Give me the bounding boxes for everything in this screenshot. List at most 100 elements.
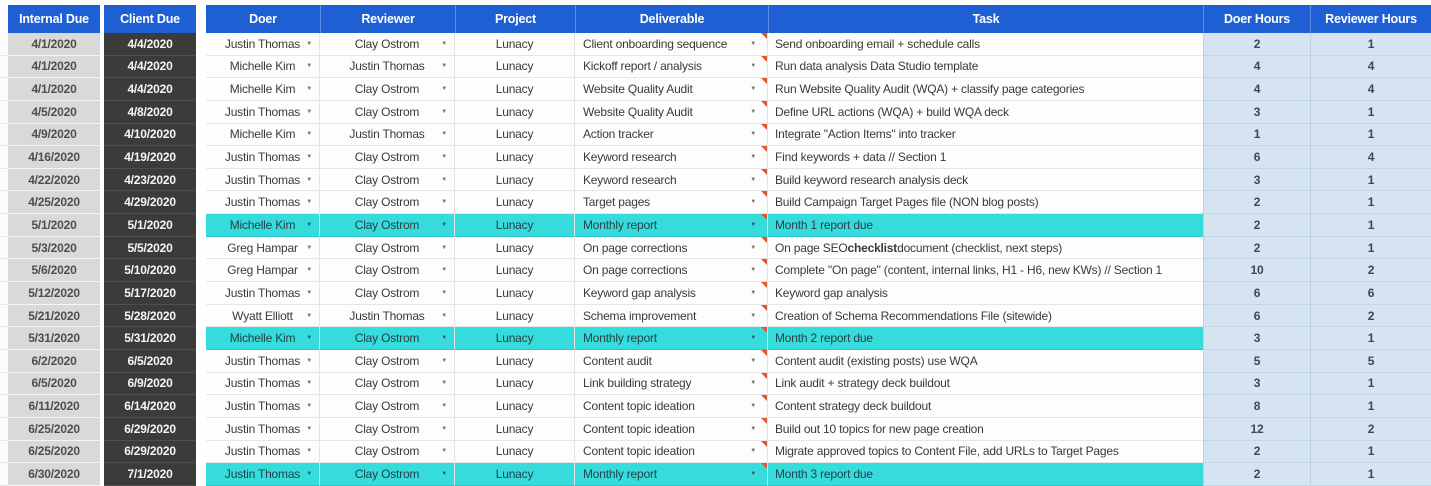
task-cell[interactable]: Complete "On page" (content, internal li… [768, 259, 1203, 283]
reviewer-cell[interactable]: Clay Ostrom ▼ [320, 349, 455, 373]
reviewer-hours-cell[interactable]: 1 [1310, 372, 1431, 396]
doer-hours-cell[interactable]: 6 [1203, 304, 1310, 328]
reviewer-hours-cell[interactable]: 1 [1310, 123, 1431, 147]
internal-due-cell[interactable]: 5/3/2020 [8, 236, 100, 260]
dropdown-arrow-icon[interactable]: ▼ [441, 335, 447, 342]
client-due-cell[interactable]: 5/31/2020 [104, 327, 196, 350]
reviewer-hours-cell[interactable]: 1 [1310, 440, 1431, 464]
task-cell[interactable]: Link audit + strategy deck buildout [768, 372, 1203, 396]
dropdown-arrow-icon[interactable]: ▼ [750, 244, 756, 251]
internal-due-cell[interactable]: 5/12/2020 [8, 282, 100, 305]
doer-cell[interactable]: Justin Thomas ▼ [206, 395, 320, 418]
dropdown-arrow-icon[interactable]: ▼ [306, 131, 312, 138]
dropdown-arrow-icon[interactable]: ▼ [441, 40, 447, 47]
internal-due-cell[interactable]: 4/5/2020 [8, 100, 100, 124]
dropdown-arrow-icon[interactable]: ▼ [441, 448, 447, 455]
column-header-internal-due[interactable]: Internal Due [8, 5, 100, 33]
reviewer-hours-cell[interactable]: 5 [1310, 349, 1431, 373]
internal-due-cell[interactable]: 4/16/2020 [8, 146, 100, 169]
project-cell[interactable]: Lunacy [455, 417, 575, 441]
dropdown-arrow-icon[interactable]: ▼ [441, 357, 447, 364]
doer-cell[interactable]: Justin Thomas ▼ [206, 463, 320, 486]
reviewer-cell[interactable]: Clay Ostrom ▼ [320, 259, 455, 283]
task-cell[interactable]: Run data analysis Data Studio template [768, 55, 1203, 79]
doer-hours-cell[interactable]: 2 [1203, 33, 1310, 56]
reviewer-cell[interactable]: Clay Ostrom ▼ [320, 236, 455, 260]
reviewer-hours-cell[interactable]: 2 [1310, 259, 1431, 283]
deliverable-cell[interactable]: Monthly report ▼ [575, 327, 768, 350]
dropdown-arrow-icon[interactable]: ▼ [750, 131, 756, 138]
reviewer-cell[interactable]: Clay Ostrom ▼ [320, 33, 455, 56]
client-due-cell[interactable]: 4/23/2020 [104, 168, 196, 192]
reviewer-hours-cell[interactable]: 1 [1310, 463, 1431, 486]
dropdown-arrow-icon[interactable]: ▼ [750, 425, 756, 432]
column-header-project[interactable]: Project [455, 5, 575, 33]
dropdown-arrow-icon[interactable]: ▼ [441, 470, 447, 477]
task-cell[interactable]: Month 3 report due [768, 463, 1203, 486]
project-cell[interactable]: Lunacy [455, 33, 575, 56]
task-cell[interactable]: Define URL actions (WQA) + build WQA dec… [768, 100, 1203, 124]
doer-hours-cell[interactable]: 12 [1203, 417, 1310, 441]
reviewer-cell[interactable]: Clay Ostrom ▼ [320, 168, 455, 192]
dropdown-arrow-icon[interactable]: ▼ [306, 199, 312, 206]
dropdown-arrow-icon[interactable]: ▼ [441, 403, 447, 410]
project-cell[interactable]: Lunacy [455, 304, 575, 328]
internal-due-cell[interactable]: 5/31/2020 [8, 327, 100, 350]
reviewer-cell[interactable]: Clay Ostrom ▼ [320, 463, 455, 486]
internal-due-cell[interactable]: 4/25/2020 [8, 191, 100, 215]
dropdown-arrow-icon[interactable]: ▼ [306, 221, 312, 228]
doer-hours-cell[interactable]: 2 [1203, 440, 1310, 464]
doer-cell[interactable]: Justin Thomas ▼ [206, 168, 320, 192]
dropdown-arrow-icon[interactable]: ▼ [750, 357, 756, 364]
dropdown-arrow-icon[interactable]: ▼ [306, 448, 312, 455]
dropdown-arrow-icon[interactable]: ▼ [441, 244, 447, 251]
column-header-client-due[interactable]: Client Due [104, 5, 196, 33]
client-due-cell[interactable]: 6/29/2020 [104, 440, 196, 464]
doer-cell[interactable]: Michelle Kim ▼ [206, 55, 320, 79]
deliverable-cell[interactable]: Content topic ideation ▼ [575, 417, 768, 441]
dropdown-arrow-icon[interactable]: ▼ [750, 63, 756, 70]
doer-cell[interactable]: Greg Hampar ▼ [206, 259, 320, 283]
reviewer-hours-cell[interactable]: 2 [1310, 417, 1431, 441]
client-due-cell[interactable]: 5/1/2020 [104, 214, 196, 237]
dropdown-arrow-icon[interactable]: ▼ [750, 267, 756, 274]
task-cell[interactable]: On page SEO checklist document (checklis… [768, 236, 1203, 260]
dropdown-arrow-icon[interactable]: ▼ [306, 470, 312, 477]
dropdown-arrow-icon[interactable]: ▼ [750, 154, 756, 161]
reviewer-cell[interactable]: Clay Ostrom ▼ [320, 440, 455, 464]
doer-hours-cell[interactable]: 5 [1203, 349, 1310, 373]
project-cell[interactable]: Lunacy [455, 55, 575, 79]
column-header-reviewer-hours[interactable]: Reviewer Hours [1310, 5, 1431, 33]
doer-cell[interactable]: Michelle Kim ▼ [206, 327, 320, 350]
dropdown-arrow-icon[interactable]: ▼ [306, 312, 312, 319]
doer-cell[interactable]: Justin Thomas ▼ [206, 372, 320, 396]
deliverable-cell[interactable]: Website Quality Audit ▼ [575, 100, 768, 124]
project-cell[interactable]: Lunacy [455, 146, 575, 169]
client-due-cell[interactable]: 5/28/2020 [104, 304, 196, 328]
doer-hours-cell[interactable]: 6 [1203, 146, 1310, 169]
reviewer-cell[interactable]: Clay Ostrom ▼ [320, 78, 455, 101]
internal-due-cell[interactable]: 4/1/2020 [8, 33, 100, 56]
reviewer-hours-cell[interactable]: 1 [1310, 168, 1431, 192]
dropdown-arrow-icon[interactable]: ▼ [441, 63, 447, 70]
project-cell[interactable]: Lunacy [455, 282, 575, 305]
client-due-cell[interactable]: 4/4/2020 [104, 33, 196, 56]
project-cell[interactable]: Lunacy [455, 327, 575, 350]
internal-due-cell[interactable]: 4/1/2020 [8, 78, 100, 101]
internal-due-cell[interactable]: 6/30/2020 [8, 463, 100, 486]
deliverable-cell[interactable]: Action tracker ▼ [575, 123, 768, 147]
task-cell[interactable]: Run Website Quality Audit (WQA) + classi… [768, 78, 1203, 101]
internal-due-cell[interactable]: 4/1/2020 [8, 55, 100, 79]
dropdown-arrow-icon[interactable]: ▼ [306, 403, 312, 410]
task-cell[interactable]: Build out 10 topics for new page creatio… [768, 417, 1203, 441]
deliverable-cell[interactable]: Target pages ▼ [575, 191, 768, 215]
dropdown-arrow-icon[interactable]: ▼ [441, 176, 447, 183]
reviewer-cell[interactable]: Clay Ostrom ▼ [320, 417, 455, 441]
reviewer-cell[interactable]: Clay Ostrom ▼ [320, 327, 455, 350]
dropdown-arrow-icon[interactable]: ▼ [441, 312, 447, 319]
dropdown-arrow-icon[interactable]: ▼ [306, 244, 312, 251]
dropdown-arrow-icon[interactable]: ▼ [441, 131, 447, 138]
deliverable-cell[interactable]: Schema improvement ▼ [575, 304, 768, 328]
reviewer-hours-cell[interactable]: 1 [1310, 236, 1431, 260]
project-cell[interactable]: Lunacy [455, 168, 575, 192]
